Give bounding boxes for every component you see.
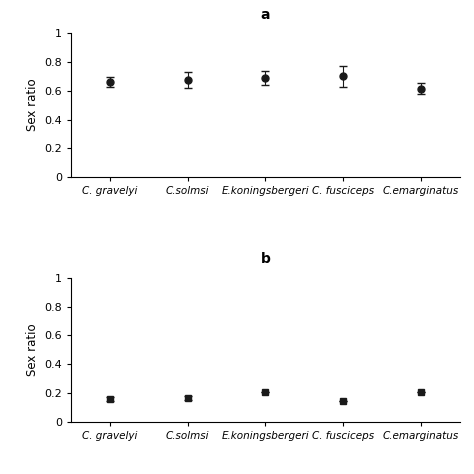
Text: b: b: [261, 252, 270, 266]
Y-axis label: Sex ratio: Sex ratio: [26, 324, 39, 376]
Text: a: a: [261, 8, 270, 22]
Y-axis label: Sex ratio: Sex ratio: [26, 79, 39, 131]
